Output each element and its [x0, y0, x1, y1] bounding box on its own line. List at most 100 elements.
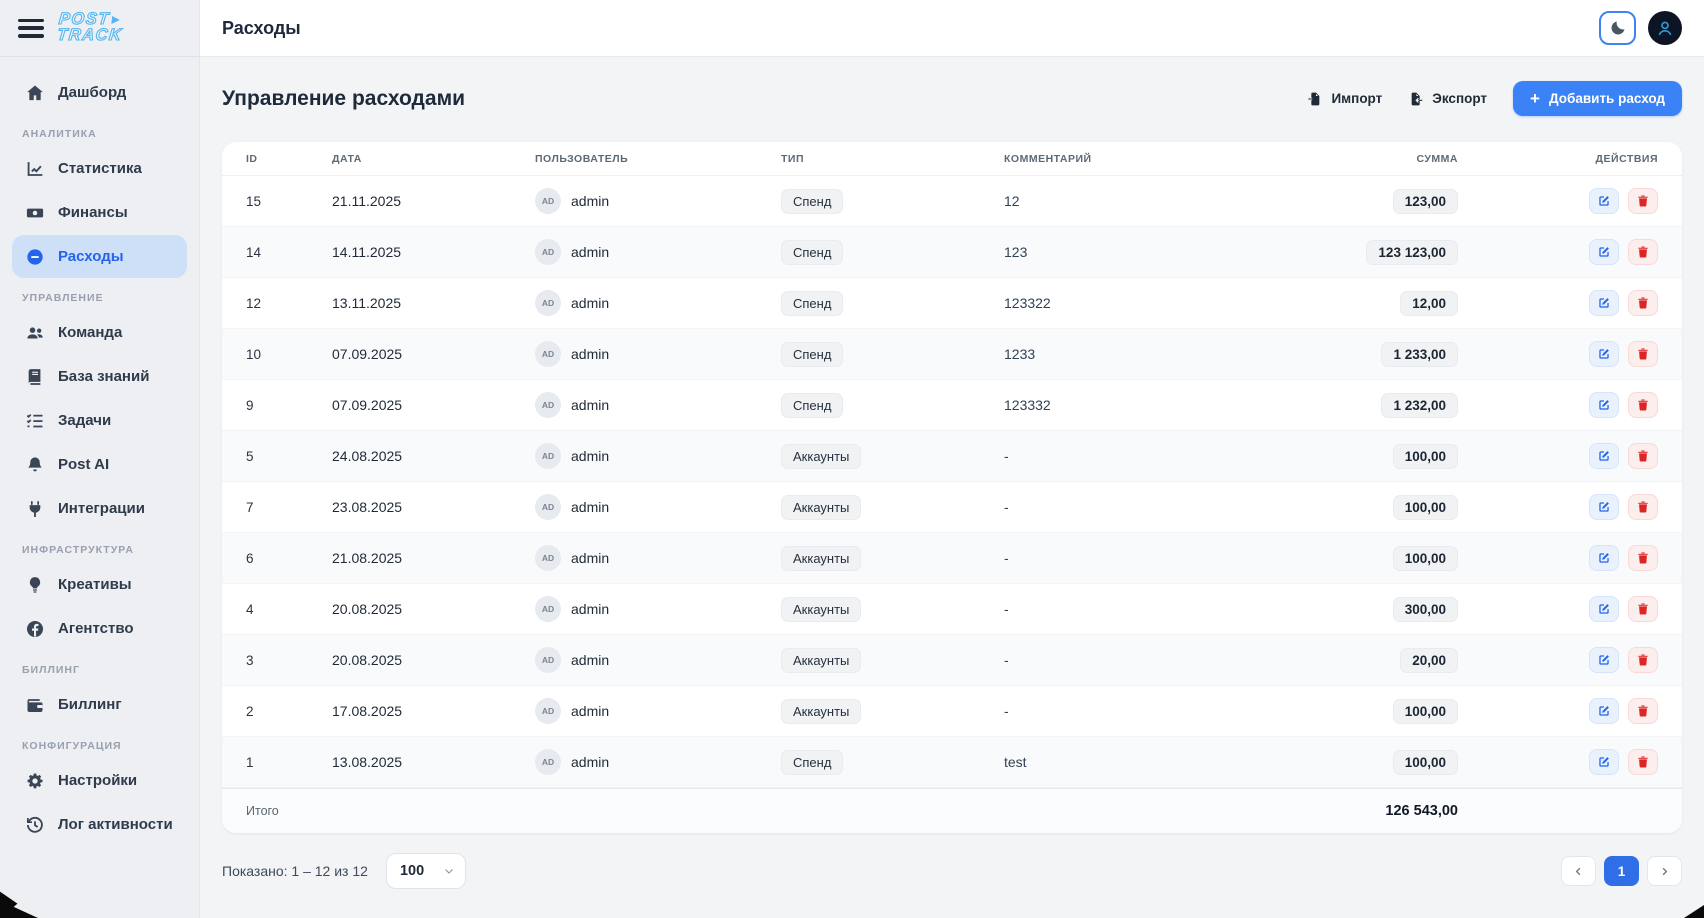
sidebar-item-финансы[interactable]: Финансы — [12, 191, 187, 234]
page-size-select[interactable]: 100 — [385, 853, 466, 889]
row-date: 13.11.2025 — [332, 295, 402, 311]
plug-icon — [24, 498, 45, 519]
row-user: AD admin — [535, 494, 781, 520]
delete-button[interactable] — [1628, 749, 1658, 775]
column-header-user: ПОЛЬЗОВАТЕЛЬ — [535, 152, 629, 165]
row-amount: 20,00 — [1288, 647, 1458, 673]
type-badge: Спенд — [781, 239, 844, 265]
delete-button[interactable] — [1628, 494, 1658, 520]
row-username: admin — [571, 652, 610, 668]
row-username: admin — [571, 550, 610, 566]
sidebar-item-label: Статистика — [58, 160, 142, 177]
row-user: AD admin — [535, 545, 781, 571]
export-button[interactable]: Экспорт — [1408, 91, 1487, 107]
hamburger-menu-icon[interactable] — [18, 18, 44, 38]
edit-button[interactable] — [1589, 647, 1619, 673]
edit-button[interactable] — [1589, 494, 1619, 520]
dark-mode-toggle[interactable] — [1599, 11, 1636, 45]
sidebar-item-label: Биллинг — [58, 696, 122, 713]
delete-button[interactable] — [1628, 188, 1658, 214]
sidebar-item-label: База знаний — [58, 368, 150, 385]
next-page-button[interactable] — [1647, 856, 1682, 886]
edit-button[interactable] — [1589, 341, 1619, 367]
edit-button[interactable] — [1589, 392, 1619, 418]
edit-button[interactable] — [1589, 749, 1619, 775]
row-actions — [1458, 341, 1658, 367]
row-type: Аккаунты — [781, 494, 1004, 520]
row-actions — [1458, 239, 1658, 265]
sidebar-item-лог-активности[interactable]: Лог активности — [12, 803, 187, 846]
sidebar-item-интеграции[interactable]: Интеграции — [12, 487, 187, 530]
table-row: 4 20.08.2025 AD admin Аккаунты - 300,00 — [222, 584, 1682, 635]
sidebar-item-команда[interactable]: Команда — [12, 311, 187, 354]
import-button[interactable]: Импорт — [1307, 91, 1382, 107]
edit-icon — [1599, 298, 1609, 308]
brand-line2: TRACK — [56, 25, 124, 44]
amount-badge: 1 232,00 — [1381, 392, 1458, 418]
delete-button[interactable] — [1628, 596, 1658, 622]
table-row: 7 23.08.2025 AD admin Аккаунты - 100,00 — [222, 482, 1682, 533]
row-id: 14 — [246, 244, 262, 260]
sidebar-item-креативы[interactable]: Креативы — [12, 563, 187, 606]
user-avatar-button[interactable] — [1648, 11, 1682, 45]
sidebar-item-label: Задачи — [58, 412, 112, 429]
trash-icon — [1638, 195, 1648, 207]
row-actions — [1458, 443, 1658, 469]
edit-button[interactable] — [1589, 188, 1619, 214]
column-header-id: ID — [246, 152, 258, 165]
delete-button[interactable] — [1628, 647, 1658, 673]
delete-button[interactable] — [1628, 392, 1658, 418]
edit-icon — [1599, 247, 1609, 257]
sidebar-item-база-знаний[interactable]: База знаний — [12, 355, 187, 398]
edit-button[interactable] — [1589, 239, 1619, 265]
edit-button[interactable] — [1589, 290, 1619, 316]
edit-button[interactable] — [1589, 545, 1619, 571]
sidebar-item-настройки[interactable]: Настройки — [12, 759, 187, 802]
row-amount: 1 232,00 — [1288, 392, 1458, 418]
edit-button[interactable] — [1589, 596, 1619, 622]
edit-button[interactable] — [1589, 443, 1619, 469]
sidebar-item-статистика[interactable]: Статистика — [12, 147, 187, 190]
row-user: AD admin — [535, 188, 781, 214]
sidebar: POST TRACK Дашборд АНАЛИТИКА Статистика Фин… — [0, 0, 200, 918]
edit-icon — [1599, 400, 1609, 410]
main-content: Управление расходами Импорт Экспорт + До… — [200, 57, 1704, 918]
sidebar-item-дашборд[interactable]: Дашборд — [12, 71, 187, 114]
row-type: Аккаунты — [781, 596, 1004, 622]
delete-button[interactable] — [1628, 290, 1658, 316]
delete-button[interactable] — [1628, 545, 1658, 571]
delete-button[interactable] — [1628, 698, 1658, 724]
row-id: 9 — [246, 397, 254, 413]
row-actions — [1458, 494, 1658, 520]
sidebar-section-label: АНАЛИТИКА — [22, 128, 97, 140]
sidebar-item-агентство[interactable]: Агентство — [12, 607, 187, 650]
row-username: admin — [571, 754, 610, 770]
row-date: 14.11.2025 — [332, 244, 402, 260]
add-expense-button[interactable]: + Добавить расход — [1513, 81, 1682, 116]
type-badge: Аккаунты — [781, 698, 862, 724]
sidebar-item-post-ai[interactable]: Post AI — [12, 443, 187, 486]
sidebar-item-задачи[interactable]: Задачи — [12, 399, 187, 442]
edit-icon — [1599, 604, 1609, 614]
type-badge: Аккаунты — [781, 545, 862, 571]
sidebar-item-биллинг[interactable]: Биллинг — [12, 683, 187, 726]
amount-badge: 12,00 — [1400, 290, 1458, 316]
type-badge: Аккаунты — [781, 443, 862, 469]
sidebar-item-расходы[interactable]: Расходы — [12, 235, 187, 278]
current-page-button[interactable]: 1 — [1604, 856, 1639, 886]
delete-button[interactable] — [1628, 239, 1658, 265]
user-avatar-chip: AD — [535, 545, 561, 571]
sidebar-header: POST TRACK — [0, 0, 199, 57]
row-user: AD admin — [535, 596, 781, 622]
delete-button[interactable] — [1628, 443, 1658, 469]
row-type: Аккаунты — [781, 545, 1004, 571]
delete-button[interactable] — [1628, 341, 1658, 367]
expenses-table-card: ID ДАТА ПОЛЬЗОВАТЕЛЬ ТИП КОММЕНТАРИЙ СУМ… — [222, 142, 1682, 833]
row-user: AD admin — [535, 239, 781, 265]
row-amount: 12,00 — [1288, 290, 1458, 316]
user-avatar-chip: AD — [535, 647, 561, 673]
table-row: 9 07.09.2025 AD admin Спенд 123332 1 232… — [222, 380, 1682, 431]
edit-icon — [1599, 553, 1609, 563]
prev-page-button[interactable] — [1561, 856, 1596, 886]
edit-button[interactable] — [1589, 698, 1619, 724]
